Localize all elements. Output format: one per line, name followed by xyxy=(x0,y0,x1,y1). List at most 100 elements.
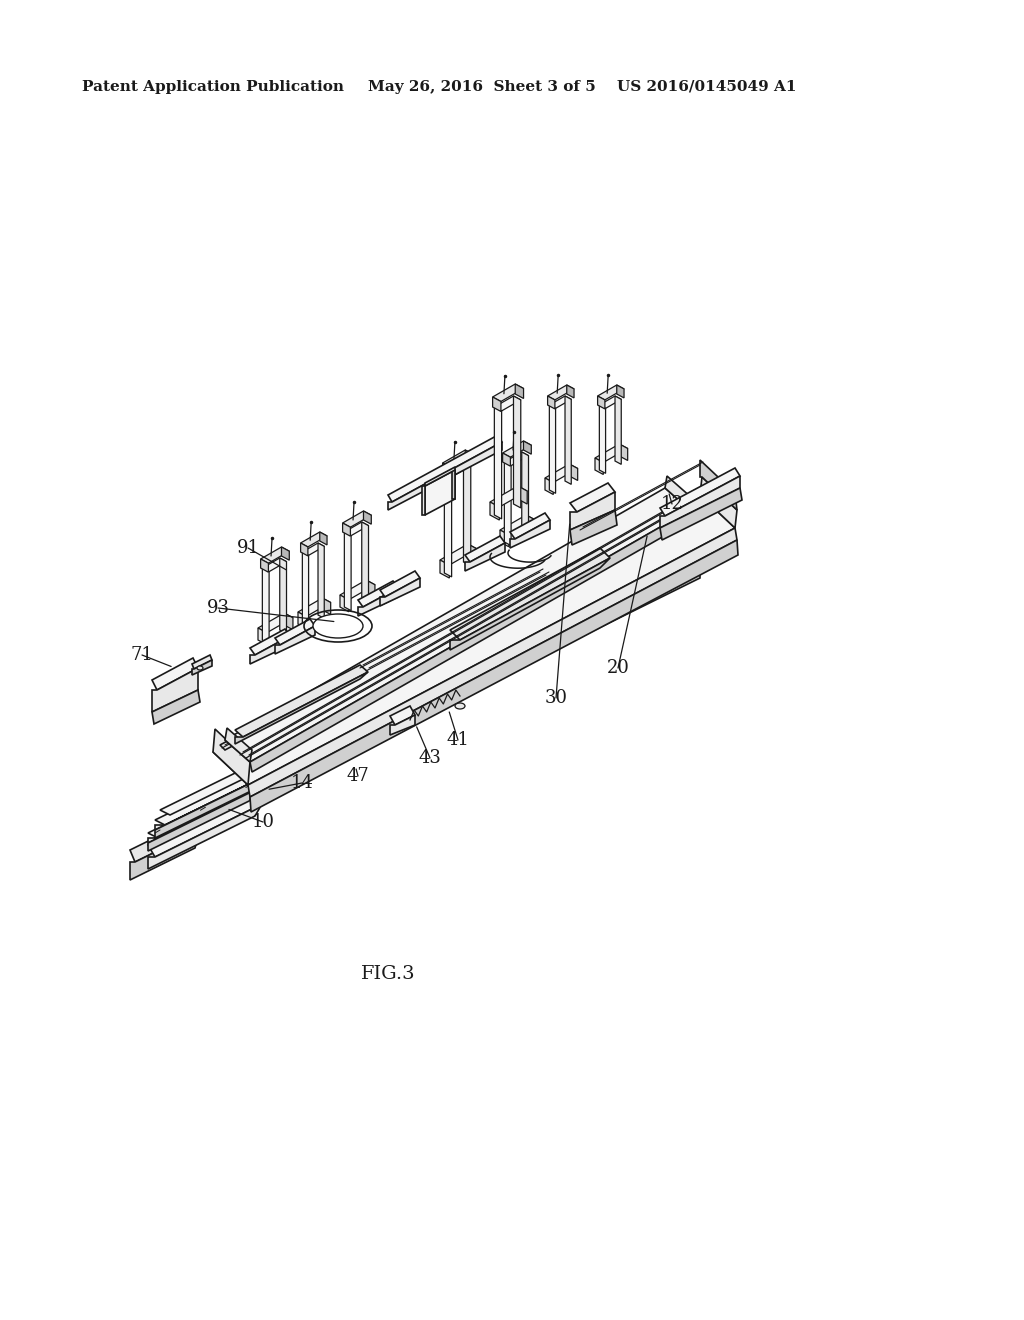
Polygon shape xyxy=(155,553,720,830)
Polygon shape xyxy=(225,729,252,762)
Polygon shape xyxy=(148,792,262,857)
Polygon shape xyxy=(510,513,550,539)
Polygon shape xyxy=(442,450,473,467)
Polygon shape xyxy=(490,486,527,507)
Polygon shape xyxy=(595,444,628,462)
Polygon shape xyxy=(503,453,510,466)
Polygon shape xyxy=(302,552,308,627)
Polygon shape xyxy=(700,459,737,510)
Polygon shape xyxy=(565,396,571,484)
Polygon shape xyxy=(523,441,531,454)
Polygon shape xyxy=(344,532,351,611)
Text: 20: 20 xyxy=(606,659,630,677)
Polygon shape xyxy=(700,477,737,528)
Text: 14: 14 xyxy=(291,774,313,792)
Polygon shape xyxy=(493,384,523,401)
Polygon shape xyxy=(250,777,274,795)
Polygon shape xyxy=(548,385,574,400)
Ellipse shape xyxy=(455,704,465,709)
Polygon shape xyxy=(422,486,425,515)
Polygon shape xyxy=(358,587,398,616)
Polygon shape xyxy=(615,396,622,465)
Polygon shape xyxy=(155,558,710,838)
Polygon shape xyxy=(234,665,368,737)
Polygon shape xyxy=(599,396,622,408)
Polygon shape xyxy=(390,706,415,725)
Polygon shape xyxy=(468,544,477,562)
Polygon shape xyxy=(282,546,290,560)
Polygon shape xyxy=(549,405,556,494)
Polygon shape xyxy=(261,546,290,564)
Polygon shape xyxy=(526,515,535,532)
Polygon shape xyxy=(319,532,327,545)
Polygon shape xyxy=(388,442,502,510)
Polygon shape xyxy=(250,540,738,812)
Polygon shape xyxy=(495,407,502,519)
Polygon shape xyxy=(545,478,553,495)
Polygon shape xyxy=(513,396,521,508)
Polygon shape xyxy=(318,543,325,618)
Text: 10: 10 xyxy=(252,813,274,832)
Polygon shape xyxy=(390,715,415,735)
Polygon shape xyxy=(495,396,521,411)
Polygon shape xyxy=(193,655,212,669)
Ellipse shape xyxy=(313,614,362,638)
Polygon shape xyxy=(250,630,290,655)
Polygon shape xyxy=(503,441,531,457)
Polygon shape xyxy=(570,492,615,531)
Polygon shape xyxy=(250,784,274,800)
Polygon shape xyxy=(301,532,327,546)
Polygon shape xyxy=(465,543,505,572)
Polygon shape xyxy=(213,729,250,785)
Polygon shape xyxy=(302,543,325,556)
Polygon shape xyxy=(367,579,375,597)
Polygon shape xyxy=(262,568,269,644)
Polygon shape xyxy=(500,531,509,546)
Polygon shape xyxy=(301,543,308,556)
Polygon shape xyxy=(388,436,502,502)
Polygon shape xyxy=(234,672,368,744)
Polygon shape xyxy=(569,465,578,480)
Polygon shape xyxy=(599,405,605,474)
Polygon shape xyxy=(545,465,578,483)
Polygon shape xyxy=(343,523,350,536)
Polygon shape xyxy=(598,396,605,409)
Polygon shape xyxy=(152,657,198,690)
Polygon shape xyxy=(549,396,571,408)
Polygon shape xyxy=(280,558,287,634)
Polygon shape xyxy=(298,598,331,616)
Polygon shape xyxy=(152,668,198,711)
Polygon shape xyxy=(465,536,505,562)
Text: 47: 47 xyxy=(347,767,370,785)
Polygon shape xyxy=(425,470,455,515)
Polygon shape xyxy=(660,488,742,540)
Polygon shape xyxy=(665,477,692,510)
Polygon shape xyxy=(250,636,290,664)
Polygon shape xyxy=(566,385,574,397)
Polygon shape xyxy=(505,451,528,466)
Polygon shape xyxy=(155,548,720,825)
Polygon shape xyxy=(616,385,624,397)
Polygon shape xyxy=(548,396,555,409)
Text: 30: 30 xyxy=(545,689,567,708)
Polygon shape xyxy=(361,521,369,601)
Text: 71: 71 xyxy=(131,645,154,664)
Polygon shape xyxy=(160,537,725,814)
Polygon shape xyxy=(440,544,477,565)
Polygon shape xyxy=(250,510,692,772)
Polygon shape xyxy=(148,570,700,851)
Polygon shape xyxy=(258,628,267,644)
Polygon shape xyxy=(442,463,451,478)
Polygon shape xyxy=(130,830,200,880)
Polygon shape xyxy=(505,462,511,545)
Polygon shape xyxy=(130,818,200,862)
Polygon shape xyxy=(450,548,610,640)
Polygon shape xyxy=(598,385,624,400)
Polygon shape xyxy=(220,490,700,750)
Text: 12: 12 xyxy=(660,495,683,513)
Polygon shape xyxy=(148,560,710,838)
Polygon shape xyxy=(595,458,603,474)
Text: 93: 93 xyxy=(207,599,229,616)
Polygon shape xyxy=(493,397,501,412)
Polygon shape xyxy=(258,612,293,632)
